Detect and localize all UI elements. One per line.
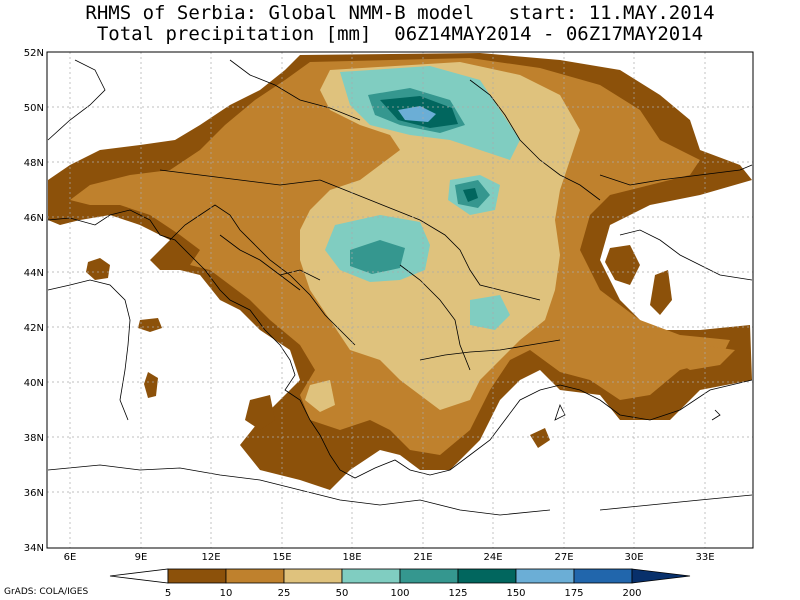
lon-label: 15E — [272, 552, 291, 563]
colorbar-cell — [573, 568, 633, 584]
colorbar-tick-label: 200 — [622, 588, 641, 599]
colorbar — [109, 568, 691, 584]
lat-label: 42N — [24, 323, 44, 334]
colorbar-tick-label: 50 — [336, 588, 349, 599]
colorbar-cell — [515, 568, 575, 584]
lat-label: 40N — [24, 378, 44, 389]
lon-label: 9E — [135, 552, 148, 563]
lon-label: 6E — [64, 552, 77, 563]
colorbar-tick-label: 5 — [165, 588, 171, 599]
lon-label: 24E — [483, 552, 502, 563]
lat-label: 48N — [24, 158, 44, 169]
map-title-line1: RHMS of Serbia: Global NMM-B model start… — [85, 2, 715, 24]
colorbar-cell — [109, 568, 169, 584]
colorbar-cell — [341, 568, 401, 584]
latitude-labels: 52N 50N 48N 46N 44N 42N 40N 38N 36N 34N — [24, 48, 44, 554]
lat-label: 38N — [24, 433, 44, 444]
colorbar-tick-label: 100 — [390, 588, 409, 599]
precip-band-150-175 — [398, 106, 436, 122]
map-title-line2: Total precipitation [mm] 06Z14MAY2014 - … — [96, 23, 704, 45]
lon-label: 21E — [413, 552, 432, 563]
colorbar-tick-label: 150 — [506, 588, 525, 599]
coastlines-borders — [47, 59, 753, 516]
grads-credit: GrADS: COLA/IGES — [4, 587, 89, 597]
colorbar-cell — [631, 568, 691, 584]
colorbar-tick-label: 125 — [448, 588, 467, 599]
precipitation-field — [48, 53, 752, 490]
lon-label: 27E — [554, 552, 573, 563]
lon-label: 30E — [624, 552, 643, 563]
colorbar-cell — [399, 568, 459, 584]
colorbar-cell — [167, 568, 227, 584]
colorbar-tick-label: 175 — [564, 588, 583, 599]
colorbar-tick-label: 10 — [220, 588, 233, 599]
lat-label: 52N — [24, 48, 44, 59]
lon-label: 18E — [342, 552, 361, 563]
lat-label: 44N — [24, 268, 44, 279]
colorbar-tick-label: 25 — [278, 588, 291, 599]
lat-label: 46N — [24, 213, 44, 224]
longitude-labels: 6E 9E 12E 15E 18E 21E 24E 27E 30E 33E — [64, 552, 715, 563]
colorbar-cell — [457, 568, 517, 584]
colorbar-labels: 5 10 25 50 100 125 150 175 200 — [165, 588, 642, 599]
lat-label: 34N — [24, 543, 44, 554]
lat-label: 50N — [24, 103, 44, 114]
lon-label: 12E — [201, 552, 220, 563]
lon-label: 33E — [695, 552, 714, 563]
colorbar-cell — [283, 568, 343, 584]
lat-label: 36N — [24, 488, 44, 499]
map-frame — [46, 51, 754, 549]
colorbar-cell — [225, 568, 285, 584]
